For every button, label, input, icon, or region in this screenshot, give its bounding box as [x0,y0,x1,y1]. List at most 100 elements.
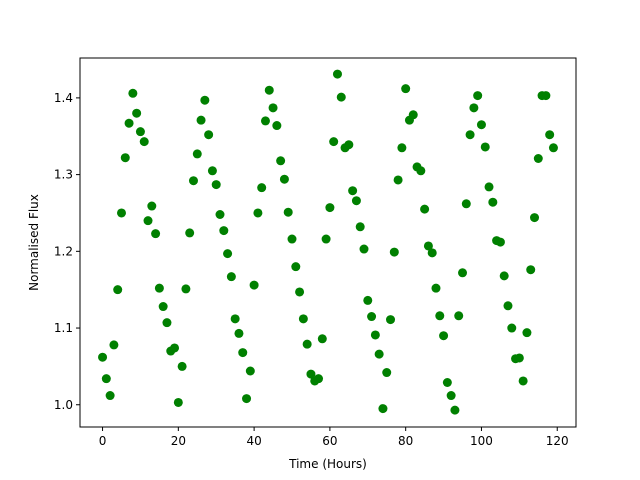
point [344,140,354,150]
point [329,137,339,147]
point [264,85,274,95]
point [446,391,456,401]
point [185,228,195,238]
point [245,366,255,376]
point [279,174,289,184]
point [234,328,244,338]
point [151,229,161,239]
point [431,283,441,293]
point [420,204,430,214]
point [507,323,517,333]
point [514,353,524,363]
point [242,394,252,404]
point [397,143,407,153]
point [257,183,267,193]
point [113,285,123,295]
y-axis-label: Normalised Flux [27,194,41,291]
point [147,201,157,211]
point [442,378,452,388]
y-tick-label: 1.4 [54,91,73,105]
point [188,176,198,186]
point [192,149,202,159]
point [435,311,445,321]
point [473,91,483,101]
point [325,203,335,213]
x-tick-label: 80 [398,434,413,448]
point [230,314,240,324]
point [101,374,111,384]
point [215,209,225,219]
point [177,361,187,371]
point [526,265,536,275]
point [389,247,399,257]
point [238,348,248,358]
point [336,92,346,102]
point [170,343,180,353]
point [314,374,324,384]
point [226,272,236,282]
point [408,110,418,120]
y-tick-label: 1.3 [54,168,73,182]
point [533,153,543,163]
point [276,156,286,166]
point [219,226,229,236]
point [401,84,411,94]
point [306,369,316,379]
point [374,349,384,359]
point [393,175,403,185]
point [363,295,373,305]
point [469,103,479,113]
point [162,318,172,328]
point [109,340,119,350]
point [367,312,377,322]
point [272,121,282,131]
point [348,186,358,196]
x-tick-label: 120 [546,434,569,448]
point [332,69,342,79]
point [143,216,153,226]
point [128,88,138,98]
point [291,262,301,272]
point [98,352,108,362]
point [454,311,464,321]
point [223,249,233,259]
point [530,213,540,223]
point [370,330,380,340]
point [116,208,126,218]
point [139,137,149,147]
point [427,248,437,258]
point [480,142,490,152]
point [158,302,168,312]
point [499,271,509,281]
point [439,331,449,341]
point [488,197,498,207]
y-tick-label: 1.1 [54,321,73,335]
point [295,287,305,297]
point [196,115,206,125]
point [207,166,217,176]
y-tick-label: 1.2 [54,244,73,258]
point [476,120,486,130]
point [204,130,214,140]
point [495,237,505,247]
point [450,405,460,415]
point [260,116,270,126]
x-tick-label: 100 [470,434,493,448]
point [249,280,259,290]
point [545,130,555,140]
point [382,368,392,378]
point [416,166,426,176]
point [541,91,551,101]
point [355,222,365,232]
x-tick-label: 40 [246,434,261,448]
point [287,234,297,244]
y-tick-label: 1.0 [54,398,73,412]
point [135,127,145,137]
point [423,241,433,251]
point [548,143,558,153]
x-tick-label: 60 [322,434,337,448]
point [298,314,308,324]
point [124,118,134,128]
